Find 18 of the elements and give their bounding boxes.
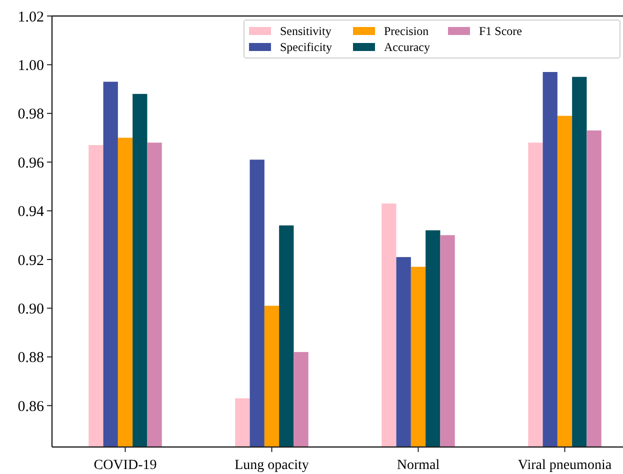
x-tick-label: COVID-19: [94, 458, 157, 473]
x-tick-label: Normal: [396, 458, 440, 473]
y-tick-label: 0.96: [18, 155, 44, 172]
legend-label: Accuracy: [384, 40, 430, 54]
y-tick-label: 0.92: [18, 252, 44, 269]
y-tick-label: 0.98: [18, 106, 44, 123]
y-tick-label: 0.90: [18, 301, 44, 318]
x-tick-label: Lung opacity: [234, 458, 309, 473]
legend-label: F1 Score: [479, 24, 522, 38]
legend-label: Sensitivity: [280, 24, 332, 38]
y-tick-label: 0.94: [18, 204, 44, 220]
legend-label: Specificity: [280, 40, 332, 54]
y-tick-label: 0.86: [18, 398, 44, 415]
legend-label: Precision: [384, 24, 429, 38]
x-tick-label: Viral pneumonia: [518, 458, 612, 473]
y-tick-label: 1.00: [18, 58, 44, 74]
y-tick-label: 1.02: [18, 9, 44, 26]
y-tick-label: 0.88: [18, 350, 44, 366]
